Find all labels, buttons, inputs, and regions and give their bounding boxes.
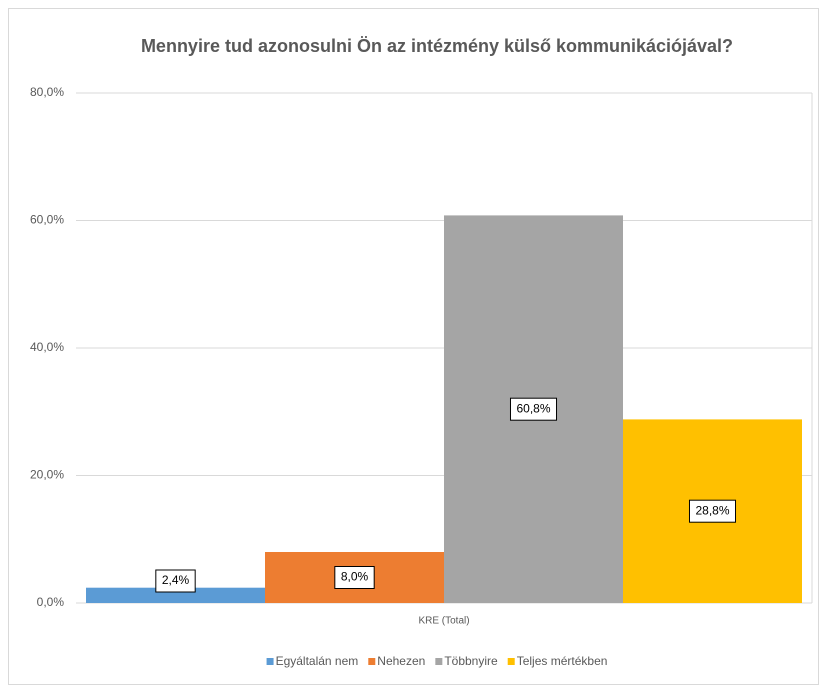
data-label-box bbox=[509, 397, 558, 421]
data-label-box bbox=[155, 569, 196, 593]
data-label: 60,8% bbox=[516, 401, 550, 415]
y-tick-label: 20,0% bbox=[30, 468, 64, 482]
bar bbox=[86, 587, 265, 603]
data-label-box bbox=[334, 566, 375, 589]
data-label-box bbox=[688, 499, 737, 523]
y-tick-label: 80,0% bbox=[30, 85, 64, 99]
legend-swatch bbox=[368, 658, 376, 665]
legend-label: Teljes mértékben bbox=[517, 654, 608, 668]
chart-title: Mennyire tud azonosulni Ön az intézmény … bbox=[141, 36, 733, 56]
data-label: 2,4% bbox=[162, 573, 190, 587]
legend-swatch bbox=[266, 658, 274, 665]
data-label: 28,8% bbox=[695, 503, 729, 517]
legend-label: Egyáltalán nem bbox=[276, 654, 359, 668]
y-tick-label: 0,0% bbox=[37, 595, 65, 609]
y-tick-label: 40,0% bbox=[30, 340, 64, 354]
legend-swatch bbox=[435, 658, 443, 665]
legend-label: Többnyire bbox=[444, 654, 498, 668]
x-tick-label: KRE (Total) bbox=[418, 616, 469, 627]
data-label: 8,0% bbox=[341, 570, 369, 584]
y-tick-label: 60,0% bbox=[30, 213, 64, 227]
legend-label: Nehezen bbox=[377, 654, 425, 668]
legend-swatch bbox=[507, 658, 515, 665]
